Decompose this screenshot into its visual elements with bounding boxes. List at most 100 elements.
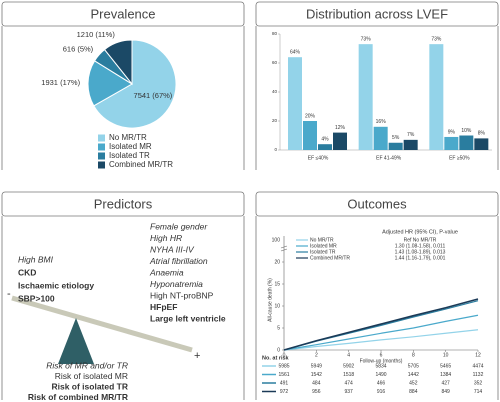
bar-value-label: 12% xyxy=(335,125,346,131)
seesaw-fulcrum xyxy=(58,318,94,364)
predictor-text: Risk of isolated TR xyxy=(51,381,128,391)
x-tick-label: 4 xyxy=(347,352,350,358)
predictor-text: Risk of combined MR/TR xyxy=(28,392,128,402)
risk-count: 714 xyxy=(474,389,483,395)
x-tick-label: 0 xyxy=(283,352,286,358)
bar xyxy=(373,126,388,150)
bar-value-label: 4% xyxy=(321,137,329,143)
predictor-text: Female gender xyxy=(150,221,208,231)
legend-label: Isolated MR xyxy=(109,142,152,151)
y-tick-label: 20 xyxy=(274,259,280,265)
pie-slice xyxy=(103,39,133,86)
panel-header xyxy=(255,1,499,27)
bar xyxy=(429,44,444,150)
hr-title: Adjusted HR (95% CI), P-value xyxy=(382,229,458,235)
risk-count: 352 xyxy=(474,380,483,386)
panel-title: Distribution across LVEF xyxy=(306,6,448,21)
pie-slice xyxy=(87,60,133,107)
slice-label: 1931 (17%) xyxy=(41,78,80,87)
panel-header xyxy=(1,1,245,27)
panel-title: Predictors xyxy=(94,196,153,211)
risk-count: 474 xyxy=(344,380,353,386)
y-axis-label: All-cause death (%) xyxy=(267,278,273,322)
risk-count: 5902 xyxy=(343,363,354,369)
legend-label: Isolated TR xyxy=(310,249,336,255)
bar-value-label: 10% xyxy=(461,128,472,134)
bar-value-label: 9% xyxy=(448,129,456,135)
bar xyxy=(358,44,373,150)
risk-count: 484 xyxy=(312,380,321,386)
x-tick-label: 12 xyxy=(475,352,481,358)
bar xyxy=(303,121,317,150)
bar-value-label: 64% xyxy=(290,50,301,56)
predictor-text: High BMI xyxy=(18,254,54,264)
y-tick-label: 20 xyxy=(272,118,278,123)
legend-label: Isolated TR xyxy=(109,151,150,160)
risk-count: 972 xyxy=(280,389,289,395)
predictor-text: Atrial fibrillation xyxy=(149,256,208,266)
hr-label: Ref No MR/TR xyxy=(404,237,437,243)
minus-sign: - xyxy=(7,288,11,300)
seesaw-beam xyxy=(11,295,193,353)
y-tick-label: 5 xyxy=(277,325,280,331)
x-tick-label: EF 41-49% xyxy=(376,155,402,161)
x-tick-label: 2 xyxy=(315,352,318,358)
risk-count: 1384 xyxy=(440,372,451,378)
predictor-text: NYHA III-IV xyxy=(150,244,195,254)
panel-title: Outcomes xyxy=(347,196,407,211)
slice-label: 7541 (67%) xyxy=(134,91,173,100)
x-tick-label: 8 xyxy=(412,352,415,358)
slice-label: 1210 (11%) xyxy=(77,30,116,39)
predictor-text: HFpEF xyxy=(150,302,177,312)
bar xyxy=(333,132,347,150)
legend-label: Isolated MR xyxy=(310,243,337,249)
hr-label: 1.44 (1.16-1.79), 0.001 xyxy=(395,255,446,261)
hr-label: 1.30 (1.08-1.58), 0.011 xyxy=(395,243,446,249)
bar xyxy=(474,138,489,150)
survival-curve xyxy=(283,314,479,351)
risk-count: 1442 xyxy=(408,372,419,378)
risk-table-title: No. at risk xyxy=(262,355,290,361)
bar-value-label: 73% xyxy=(361,36,372,42)
legend-swatch xyxy=(98,143,105,151)
slice-label: 616 (5%) xyxy=(63,44,94,53)
panel-header xyxy=(1,191,245,217)
x-tick-label: EF ≥50% xyxy=(449,155,470,161)
legend-label: Combined MR/TR xyxy=(109,160,173,169)
axis-break-label: 100 xyxy=(272,237,281,243)
risk-count: 5705 xyxy=(408,363,419,369)
predictor-text: High HR xyxy=(150,233,182,243)
bar xyxy=(318,144,332,150)
predictor-text: Ischaemic etiology xyxy=(18,280,94,290)
x-tick-label: EF ≤40% xyxy=(308,155,329,161)
risk-count: 1561 xyxy=(278,372,289,378)
bar-value-label: 5% xyxy=(392,135,400,141)
risk-count: 452 xyxy=(409,380,418,386)
legend-swatch xyxy=(98,161,105,169)
panel-header xyxy=(255,191,499,217)
plus-sign: + xyxy=(194,350,200,362)
survival-curve xyxy=(283,298,479,351)
bar xyxy=(444,136,459,150)
risk-count: 5985 xyxy=(278,363,289,369)
bar xyxy=(403,139,418,150)
risk-count: 1132 xyxy=(473,372,484,378)
risk-count: 4474 xyxy=(472,363,483,369)
predictor-text: SBP>100 xyxy=(18,293,55,303)
x-tick-label: 10 xyxy=(443,352,449,358)
risk-count: 1518 xyxy=(343,372,354,378)
risk-count: 5465 xyxy=(440,363,451,369)
bar-value-label: 73% xyxy=(431,36,442,42)
y-tick-label: 60 xyxy=(272,60,278,65)
predictor-text: Anaemia xyxy=(149,267,184,277)
bar xyxy=(388,142,403,150)
y-tick-label: 0 xyxy=(274,147,277,152)
legend-label: No MR/TR xyxy=(109,133,147,142)
hr-label: 1.43 (1.08-1.89), 0.013 xyxy=(395,249,446,255)
risk-count: 937 xyxy=(344,389,353,395)
risk-count: 427 xyxy=(441,380,450,386)
risk-count: 956 xyxy=(312,389,321,395)
predictor-text: CKD xyxy=(18,267,36,277)
bar xyxy=(459,135,474,150)
risk-count: 5949 xyxy=(311,363,322,369)
